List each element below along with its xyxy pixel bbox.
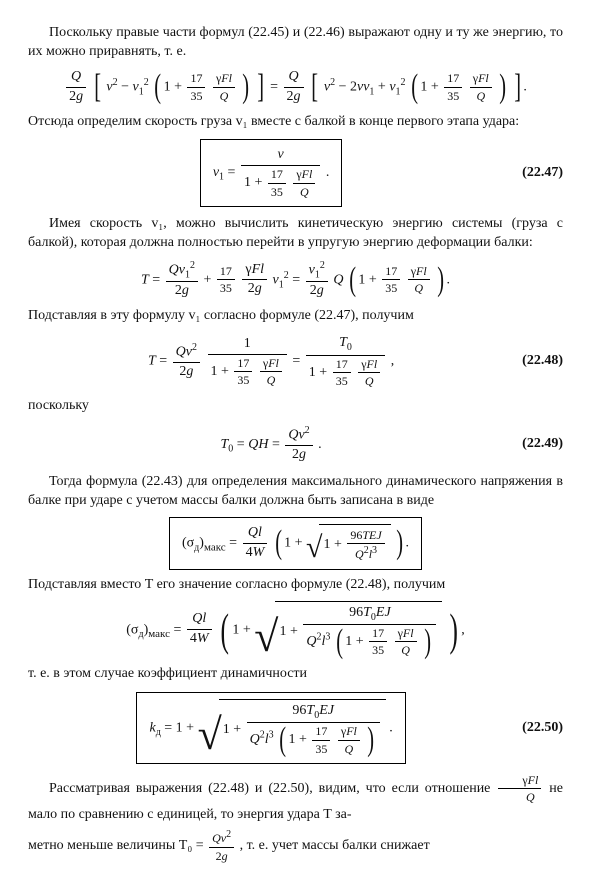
para-10: метно меньше величины T₀ = Qv22g , т. е.… [28,828,563,863]
eq-22-50: kд = 1 + √1 + 96T0EJ Q2l3 (1 + 1735 γFlQ… [28,692,563,764]
para-10a: метно меньше величины T₀ = [28,838,207,853]
para-10b: , т. е. учет массы балки снижает [240,838,430,853]
para-7: Подставляя вместо T его значение согласн… [28,576,563,595]
eq-equality: Q2g [ v2 − v12 (1 + 1735 γFlQ ) ] = Q2g … [28,68,563,107]
para-9a: Рассматривая выражения (22.48) и (22.50)… [49,781,496,796]
eq-sigma-max-sub: (σд)макс = Ql4W (1 + √1 + 96T0EJ Q2l3 (1… [28,601,563,659]
para-2: Отсюда определим скорость груза v₁ вмест… [28,113,563,132]
eqnum-22-48: (22.48) [514,352,563,371]
para-1: Поскольку правые части формул (22.45) и … [28,24,563,62]
eq-22-48: T = Qv22g 1 1 + 1735 γFlQ = T0 1 + 1735 … [28,334,563,389]
inline-frac-gammaFlQ: γFlQ [498,772,541,805]
eqnum-22-47: (22.47) [514,164,563,183]
para-6: Тогда формула (22.43) для определения ма… [28,473,563,511]
eq-22-49: T0 = QH = Qv22g . (22.49) [28,424,563,465]
para-9: Рассматривая выражения (22.48) и (22.50)… [28,772,563,824]
para-8: т. е. в этом случае коэффициент динамичн… [28,665,563,684]
eq-T-def: T = Qv122g + 1735 γFl2g v12 = v122g Q (1… [28,259,563,302]
para-4: Подставляя в эту формулу v₁ согласно фор… [28,307,563,326]
inline-frac-Qv2-2g: Qv22g [209,828,234,863]
eqnum-22-50: (22.50) [514,719,563,738]
eq-22-47: v1 = v 1 + 1735 γFlQ . (22.47) [28,139,563,206]
para-5: поскольку [28,397,563,416]
para-3: Имея скорость v₁, можно вычислить кинети… [28,215,563,253]
eq-sigma-max-box: (σд)макс = Ql4W (1 + √1 + 96TEJQ2l3 ). [28,517,563,570]
eqnum-22-49: (22.49) [514,435,563,454]
